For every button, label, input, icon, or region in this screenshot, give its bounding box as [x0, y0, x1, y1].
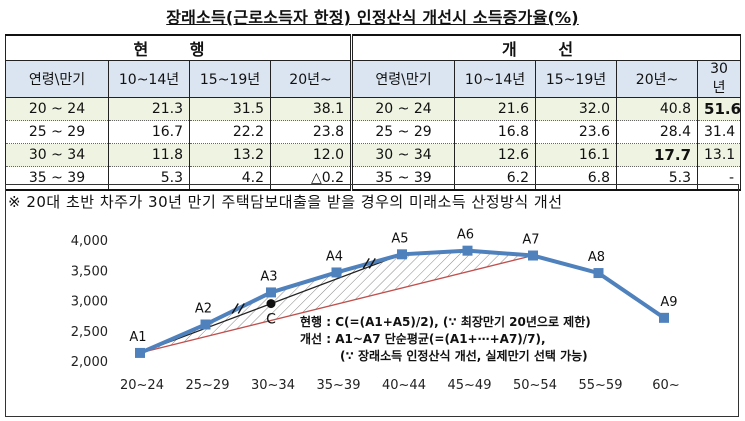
chart-frame: [5, 184, 739, 417]
income-growth-table: 현 행 개 선 연령\만기 10~14년 15~19년 20년~ 연령\만기 1…: [4, 34, 742, 191]
point-label: A7: [522, 233, 539, 248]
segment-tick-mark: [368, 258, 376, 269]
data-point: [462, 245, 473, 256]
value-cell: 23.6: [535, 120, 618, 144]
value-cell: 21.3: [108, 97, 190, 121]
value-cell-highlight: 51.6: [697, 97, 742, 121]
value-cell: △0.2: [269, 166, 353, 191]
hatched-area: [140, 250, 533, 353]
point-label: A6: [457, 228, 474, 243]
col-header: 10~14년: [108, 60, 190, 98]
data-point: [528, 250, 538, 261]
annotation-line-1: 현행 : C(=(A1+A5)/2), (∵ 최장만기 20년으로 제한): [300, 315, 591, 329]
value-cell: 31.5: [189, 97, 271, 121]
x-tick-label: 50~54: [513, 378, 557, 393]
point-label: A9: [660, 295, 677, 310]
col-header: 10~14년: [454, 60, 537, 98]
data-point: [266, 287, 276, 298]
x-tick-label: 55~59: [579, 378, 623, 393]
col-header: 15~19년: [535, 60, 618, 98]
value-cell: 40.8: [616, 97, 699, 121]
data-point: [593, 268, 604, 279]
table-row: 25 ~ 29 16.7 22.2 23.8 25 ~ 29 16.8 23.6…: [5, 120, 742, 144]
value-cell: 16.7: [108, 120, 190, 144]
midpoint-c-label: C: [266, 312, 276, 328]
value-cell: 11.8: [108, 143, 190, 167]
age-cell: 35 ~ 39: [5, 166, 109, 191]
point-label: A4: [326, 249, 343, 264]
segment-tick-mark: [362, 258, 370, 269]
value-cell: 13.1: [697, 143, 742, 167]
x-tick-label: 45~49: [448, 378, 492, 393]
segment-tick-mark: [237, 303, 245, 314]
age-cell: 20 ~ 24: [5, 97, 109, 121]
age-cell: 25 ~ 29: [350, 120, 456, 144]
col-header: 20년~: [269, 60, 353, 98]
x-tick-label: 35~39: [317, 378, 361, 393]
annotation-line-2: 개선 : A1~A7 단순평균(=(A1+⋯+A7)/7),: [300, 332, 546, 346]
x-tick-label: 60~: [652, 378, 679, 393]
x-tick-label: 40~44: [382, 378, 426, 393]
straight-line-a1-a7: [139, 254, 534, 354]
data-point: [331, 267, 342, 278]
value-cell: 32.0: [535, 97, 618, 121]
point-label: A1: [129, 330, 146, 345]
value-cell: 16.8: [454, 120, 537, 144]
table-row: 30 ~ 34 11.8 13.2 12.0 30 ~ 34 12.6 16.1…: [5, 143, 742, 167]
value-cell: 38.1: [269, 97, 353, 121]
col-header: 연령\만기: [5, 60, 109, 98]
value-cell: 31.4: [697, 120, 742, 144]
point-label: A5: [391, 231, 408, 246]
data-point: [659, 312, 669, 323]
value-cell: 16.1: [535, 143, 618, 167]
data-point: [200, 319, 211, 330]
value-cell: -: [697, 166, 742, 191]
age-cell: 30 ~ 34: [350, 143, 456, 167]
point-label: A8: [588, 250, 605, 265]
value-cell: 12.0: [269, 143, 353, 167]
value-cell: 21.6: [454, 97, 537, 121]
value-cell: 13.2: [189, 143, 271, 167]
data-point: [397, 249, 407, 260]
segment-tick-mark: [231, 303, 239, 314]
annotation-line-3: (∵ 장래소득 인정산식 개선, 실제만기 선택 가능): [340, 349, 588, 363]
value-cell: 6.8: [535, 166, 618, 191]
col-header: 20년~: [616, 60, 699, 98]
value-cell: 5.3: [616, 166, 699, 191]
income-curve-chart: 2,000 2,500 3,000 3,500 4,000 20~24 25~29 30~34…: [71, 228, 680, 393]
value-cell: 22.2: [189, 120, 271, 144]
group-header-improved: 개 선: [350, 34, 742, 61]
x-tick-label: 20~24: [120, 378, 164, 393]
age-cell: 20 ~ 24: [350, 97, 456, 121]
value-cell: 12.6: [454, 143, 537, 167]
table-row: 35 ~ 39 5.3 4.2 △0.2 35 ~ 39 6.2 6.8 5.3…: [5, 166, 742, 191]
y-tick-label: 4,000: [71, 234, 108, 249]
value-cell: 23.8: [269, 120, 353, 144]
y-tick-label: 2,500: [71, 325, 108, 340]
point-label: A3: [260, 269, 277, 284]
table-row: 20 ~ 24 21.3 31.5 38.1 20 ~ 24 21.6 32.0…: [5, 97, 742, 121]
col-header: 30년: [697, 60, 742, 98]
data-point: [135, 347, 145, 358]
page-title: 장래소득(근로소득자 한정) 인정산식 개선시 소득증가율(%): [166, 8, 579, 27]
col-header: 연령\만기: [350, 60, 456, 98]
chart-note: ※ 20대 초반 차주가 30년 만기 주택담보대출을 받을 경우의 미래소득 …: [8, 193, 563, 211]
value-cell-highlight: 17.7: [616, 143, 699, 167]
x-tick-label: 30~34: [251, 378, 295, 393]
y-tick-label: 2,000: [71, 355, 108, 370]
value-cell: 5.3: [108, 166, 190, 191]
y-tick-label: 3,500: [71, 264, 108, 279]
age-cell: 30 ~ 34: [5, 143, 109, 167]
y-tick-label: 3,000: [71, 295, 108, 310]
midpoint-c-marker: [266, 299, 276, 309]
age-cell: 25 ~ 29: [5, 120, 109, 144]
col-header: 15~19년: [189, 60, 271, 98]
x-tick-label: 25~29: [186, 378, 230, 393]
value-cell: 28.4: [616, 120, 699, 144]
group-header-current: 현 행: [4, 34, 353, 61]
point-label: A2: [195, 301, 212, 316]
